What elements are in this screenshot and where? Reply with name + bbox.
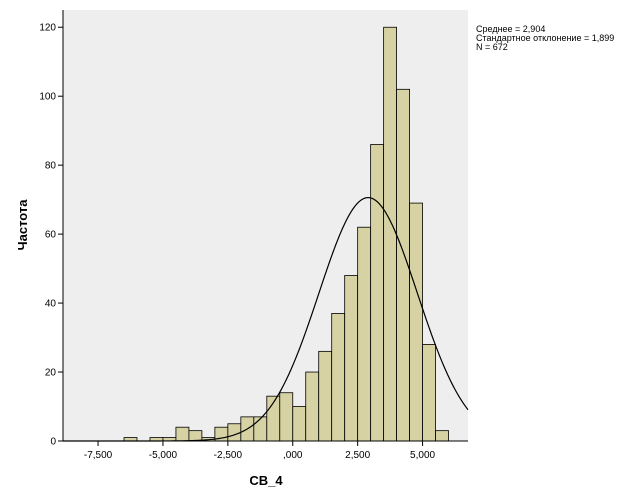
stats-mean: Среднее = 2,904: [476, 24, 545, 34]
x-tick-label: 5,000: [410, 450, 435, 461]
histogram-bar: [188, 430, 203, 442]
stats-sd: Стандартное отклонение = 1,899: [476, 33, 614, 43]
stats-n: N = 672: [476, 42, 508, 52]
y-tick-label: 0: [50, 437, 56, 448]
histogram-bar: [253, 416, 268, 442]
y-tick-label: 20: [45, 368, 57, 379]
y-tick-label: 100: [39, 92, 56, 103]
histogram-bar: [292, 406, 307, 442]
histogram-bar: [370, 144, 385, 442]
x-tick-label: -2,500: [214, 450, 243, 461]
bars-group: [123, 26, 449, 442]
histogram-bar: [435, 430, 449, 442]
y-tick-label: 60: [45, 230, 57, 241]
histogram-bar: [409, 202, 423, 442]
histogram-bar: [383, 26, 398, 442]
histogram-bar: [227, 423, 242, 442]
histogram-bar: [175, 426, 190, 442]
y-tick-label: 40: [45, 299, 57, 310]
x-tick-label: 2,500: [345, 450, 370, 461]
histogram-bar: [344, 275, 359, 442]
histogram-bar: [279, 392, 294, 442]
y-tick-label: 80: [45, 161, 57, 172]
y-axis-ticks: 0 20 40 60 80 100 120: [39, 23, 63, 448]
histogram-bar: [422, 344, 436, 442]
x-tick-label: ,000: [283, 450, 303, 461]
x-tick-label: -5,000: [149, 450, 178, 461]
histogram-bar: [331, 313, 346, 442]
histogram-bar: [318, 350, 333, 442]
histogram-bar: [305, 371, 320, 442]
y-axis-title: Частота: [15, 199, 30, 251]
x-tick-label: -7,500: [84, 450, 113, 461]
y-tick-label: 120: [39, 23, 56, 34]
histogram-bar: [357, 226, 372, 442]
x-axis-ticks: -7,500 -5,000 -2,500 ,000 2,500 5,000: [84, 441, 436, 461]
x-axis-title: CB_4: [249, 473, 283, 488]
